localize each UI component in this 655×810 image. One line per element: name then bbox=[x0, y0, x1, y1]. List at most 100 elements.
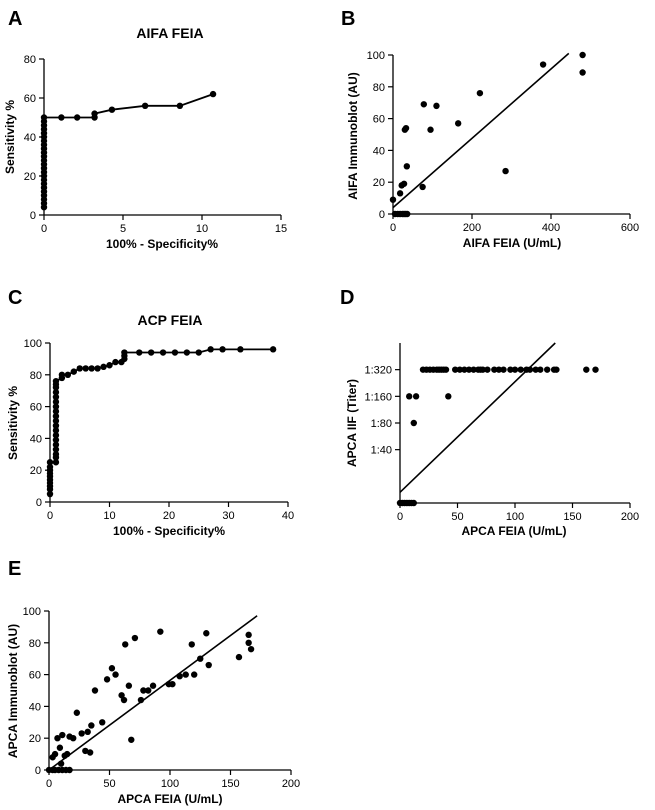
data-point bbox=[403, 163, 411, 170]
data-point bbox=[400, 180, 408, 187]
data-point bbox=[52, 377, 60, 385]
x-tick-label: 10 bbox=[196, 223, 208, 235]
y-tick-label: 1:40 bbox=[371, 445, 392, 457]
data-point bbox=[176, 672, 183, 680]
data-point bbox=[70, 735, 77, 742]
data-point bbox=[412, 393, 420, 400]
data-point bbox=[245, 639, 252, 646]
regression-line bbox=[48, 615, 258, 771]
data-point bbox=[456, 366, 463, 373]
x-axis-label: APCA FEIA (U/mL) bbox=[461, 524, 566, 538]
data-point bbox=[442, 366, 450, 373]
x-tick-label: 15 bbox=[275, 223, 287, 235]
y-tick-label: 60 bbox=[373, 114, 385, 126]
data-point bbox=[500, 366, 507, 373]
data-point bbox=[410, 419, 417, 427]
data-point bbox=[195, 349, 202, 356]
data-point bbox=[169, 680, 176, 688]
data-point bbox=[82, 747, 89, 755]
data-point bbox=[56, 744, 64, 751]
x-tick-label: 0 bbox=[390, 222, 396, 234]
data-point bbox=[159, 349, 167, 356]
y-tick-label: 80 bbox=[29, 638, 41, 650]
data-point bbox=[526, 366, 534, 373]
data-point bbox=[396, 190, 404, 197]
y-axis-label: APCA IIF (Titer) bbox=[345, 379, 359, 467]
panel-a: A AIFA FEIA 0 5 10 15 0 20 40 60 80 100% - Specific… bbox=[3, 8, 287, 251]
data-point bbox=[52, 412, 60, 420]
data-point bbox=[64, 371, 72, 378]
data-point bbox=[73, 709, 81, 716]
y-tick-label: 1:160 bbox=[364, 391, 392, 403]
chart-title: ACP FEIA bbox=[137, 312, 202, 328]
data-point bbox=[57, 760, 65, 767]
data-point bbox=[121, 349, 128, 356]
data-point bbox=[128, 736, 135, 743]
data-point bbox=[52, 403, 60, 410]
data-point bbox=[188, 641, 195, 648]
data-point bbox=[465, 366, 473, 373]
y-tick-label: 1:320 bbox=[364, 365, 392, 377]
data-point bbox=[52, 422, 60, 429]
data-point bbox=[82, 365, 89, 372]
data-point bbox=[544, 366, 551, 373]
data-point bbox=[137, 696, 145, 704]
data-point bbox=[52, 459, 60, 466]
data-point bbox=[52, 432, 60, 439]
x-tick-label: 600 bbox=[621, 222, 639, 234]
panel-c: C ACP FEIA 0 10 20 30 40 0 20 40 60 80 100 100% - Spe… bbox=[6, 287, 294, 538]
data-point bbox=[100, 363, 107, 371]
data-point bbox=[52, 393, 60, 401]
data-point bbox=[46, 463, 54, 471]
data-point bbox=[427, 126, 434, 133]
x-tick-label: 0 bbox=[397, 511, 403, 523]
data-point bbox=[112, 358, 119, 366]
y-tick-label: 20 bbox=[373, 177, 385, 189]
data-point bbox=[517, 366, 524, 373]
data-point bbox=[106, 362, 113, 369]
data-point bbox=[420, 101, 428, 108]
x-tick-label: 50 bbox=[451, 511, 463, 523]
data-point bbox=[88, 365, 95, 372]
data-point bbox=[419, 183, 426, 191]
data-point bbox=[532, 366, 539, 373]
data-point bbox=[52, 436, 60, 444]
data-point bbox=[245, 631, 252, 639]
x-tick-label: 0 bbox=[47, 510, 53, 522]
y-tick-label: 0 bbox=[36, 497, 42, 509]
data-point bbox=[122, 641, 129, 648]
x-tick-label: 0 bbox=[41, 223, 47, 235]
data-point bbox=[203, 630, 210, 637]
data-point bbox=[131, 634, 139, 642]
data-point bbox=[73, 114, 81, 121]
roc-curve bbox=[43, 93, 214, 208]
data-point bbox=[479, 366, 486, 373]
data-point bbox=[54, 735, 61, 742]
data-point bbox=[583, 366, 590, 373]
data-point bbox=[112, 671, 119, 678]
data-point bbox=[52, 427, 60, 434]
regression-line bbox=[399, 342, 556, 493]
data-point bbox=[78, 730, 85, 737]
data-point bbox=[182, 671, 189, 678]
x-tick-label: 100 bbox=[506, 511, 524, 523]
data-point bbox=[219, 346, 226, 353]
data-point bbox=[484, 366, 491, 373]
data-point bbox=[141, 102, 149, 110]
y-tick-label: 20 bbox=[24, 171, 36, 183]
data-point bbox=[51, 750, 59, 758]
x-tick-label: 30 bbox=[222, 510, 234, 522]
data-point bbox=[452, 366, 459, 373]
data-point bbox=[58, 371, 66, 378]
data-point bbox=[103, 676, 111, 683]
y-tick-label: 40 bbox=[30, 433, 42, 445]
data-point bbox=[94, 365, 101, 372]
data-point bbox=[58, 114, 65, 121]
data-point bbox=[235, 653, 243, 661]
y-axis-label: APCA Immunoblot (AU) bbox=[6, 624, 20, 758]
data-point bbox=[91, 687, 99, 694]
data-point bbox=[120, 696, 128, 704]
data-point bbox=[476, 89, 484, 97]
data-point bbox=[237, 346, 244, 353]
